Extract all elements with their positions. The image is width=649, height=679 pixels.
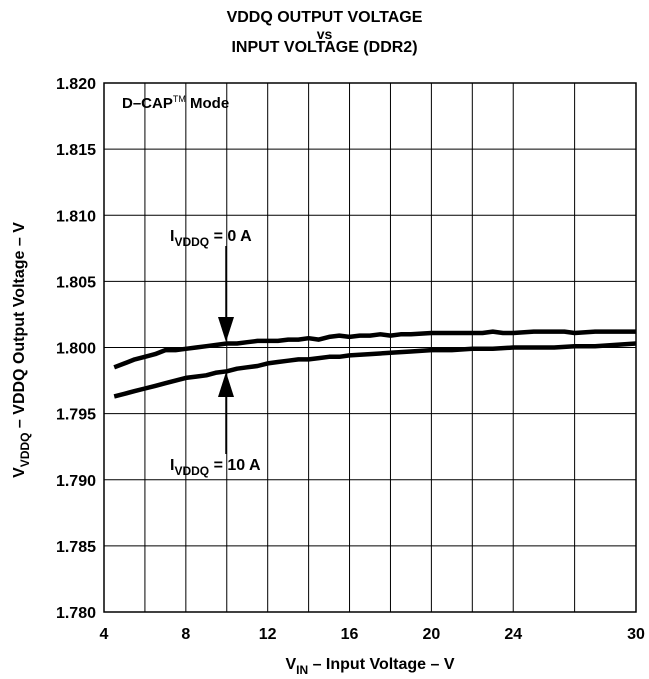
y-tick-label-5: 1.805 [56, 274, 96, 291]
arrow-0a [218, 246, 234, 342]
x-tick-label-0: 4 [100, 626, 109, 643]
x-tick-label-5: 24 [504, 626, 522, 643]
x-tick-label-6: 30 [627, 626, 645, 643]
annotation-0a: IVDDQ = 0 A [170, 228, 252, 249]
y-tick-label-6: 1.810 [56, 208, 96, 225]
plot-frame [103, 82, 637, 613]
y-tick-label-4: 1.800 [56, 341, 96, 358]
x-tick-label-2: 12 [259, 626, 277, 643]
tick-labels: 4 8 12 16 20 24 30 1.780 1.785 1.790 1.795 1.800 1.8… [56, 76, 645, 643]
chart-title-line-2: vs [316, 26, 333, 42]
mode-label: D–CAPTM Mode [122, 94, 229, 112]
series-line-1 [113, 341, 637, 399]
x-tick-label-3: 16 [341, 626, 359, 643]
series-line-0 [113, 329, 636, 370]
y-tick-label-8: 1.820 [56, 76, 96, 93]
y-axis-label: VVDDQ – VDDQ Output Voltage – V [11, 222, 32, 478]
y-tick-label-7: 1.815 [56, 142, 96, 159]
y-tick-label-1: 1.785 [56, 539, 96, 556]
y-tick-label-0: 1.780 [56, 605, 96, 622]
y-tick-label-2: 1.790 [56, 473, 96, 490]
series-layer [113, 329, 637, 399]
y-tick-label-3: 1.795 [56, 407, 96, 424]
chart-title-line-1: VDDQ OUTPUT VOLTAGE [226, 9, 423, 26]
arrow-10a [218, 372, 234, 454]
chart-title-line-3: INPUT VOLTAGE (DDR2) [231, 39, 418, 56]
x-tick-label-1: 8 [181, 626, 190, 643]
annotation-10a: IVDDQ = 10 A [170, 457, 261, 478]
x-tick-label-4: 20 [422, 626, 440, 643]
x-axis-label: VIN – Input Voltage – V [285, 656, 454, 677]
